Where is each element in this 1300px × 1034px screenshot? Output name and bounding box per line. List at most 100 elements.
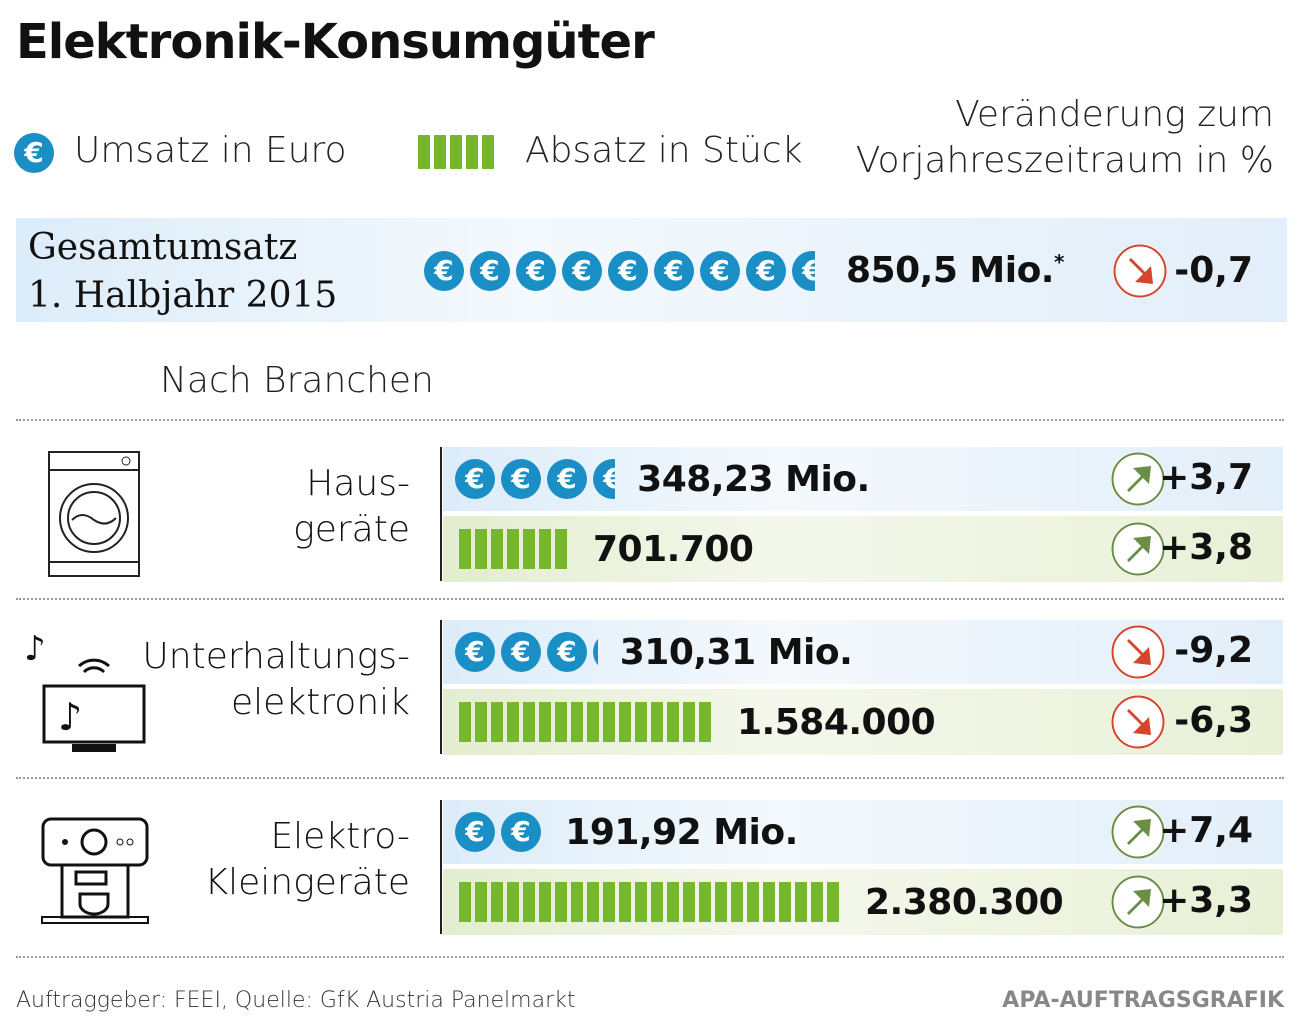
- euro-coin: €: [700, 251, 740, 291]
- unit-bar: [667, 882, 679, 922]
- unit-bar: [555, 882, 567, 922]
- unit-bar: [539, 529, 551, 569]
- divider: [16, 777, 1284, 779]
- unit-bar: [507, 529, 519, 569]
- umsatz-value: 348,23 Mio.: [637, 458, 870, 500]
- arrow-down-icon: [1111, 625, 1165, 679]
- arrow-up-icon: [1111, 522, 1165, 576]
- absatz-value: 701.700: [593, 528, 754, 570]
- unit-bar: [763, 882, 775, 922]
- euro-coin: €: [792, 251, 816, 291]
- euro-coin: €: [455, 632, 495, 672]
- umsatz-change: +3,7: [1159, 457, 1253, 498]
- umsatz-coins: €€€€: [455, 632, 598, 672]
- row-axis-line: [440, 620, 442, 754]
- unit-bar: [587, 882, 599, 922]
- absatz-row: 1.584.000 -6,3: [443, 689, 1283, 755]
- unit-bar: [491, 529, 503, 569]
- unit-bar: [539, 882, 551, 922]
- unit-bar: [475, 702, 487, 742]
- umsatz-row: € € € € 348,23 Mio. +3,7: [443, 447, 1283, 511]
- euro-coin: €: [608, 251, 648, 291]
- umsatz-change: -9,2: [1174, 630, 1253, 671]
- unit-bar: [571, 702, 583, 742]
- euro-coin: €: [501, 632, 541, 672]
- total-row: Gesamtumsatz 1. Halbjahr 2015 € € € € € € € € € …: [16, 218, 1287, 322]
- unit-bar: [811, 882, 823, 922]
- unit-bar: [603, 882, 615, 922]
- total-change: -0,7: [1174, 250, 1253, 291]
- tv-music-icon: ♪ ♪: [24, 629, 146, 752]
- unit-bar: [555, 702, 567, 742]
- unit-bar: [651, 702, 663, 742]
- euro-coin: €: [593, 632, 598, 672]
- unit-bar: [459, 702, 471, 742]
- unit-bar: [603, 702, 615, 742]
- euro-coin: €: [516, 251, 556, 291]
- euro-coin: €: [455, 459, 495, 499]
- svg-text:♪: ♪: [58, 695, 82, 739]
- unit-bar: [523, 529, 535, 569]
- absatz-bars: [459, 529, 571, 569]
- umsatz-row: €€€€310,31 Mio.-9,2: [443, 620, 1283, 684]
- unit-bar: [651, 882, 663, 922]
- absatz-value: 1.584.000: [737, 701, 936, 743]
- unit-bar: [619, 882, 631, 922]
- unit-bar: [683, 702, 695, 742]
- unit-bar: [827, 882, 839, 922]
- unit-bar: [555, 529, 567, 569]
- unit-bar: [587, 702, 599, 742]
- divider: [16, 956, 1284, 958]
- euro-coin: €: [562, 251, 602, 291]
- unit-bar: [635, 702, 647, 742]
- unit-bar: [715, 882, 727, 922]
- row-axis-line: [440, 800, 442, 934]
- unit-bar: [667, 702, 679, 742]
- unit-bar: [779, 882, 791, 922]
- section-label: Nach Branchen: [160, 360, 434, 401]
- euro-coin: €: [547, 459, 587, 499]
- euro-coin: €: [654, 251, 694, 291]
- unit-bar: [475, 529, 487, 569]
- unit-bar: [491, 882, 503, 922]
- washing-machine-icon: [48, 451, 140, 577]
- euro-coin: €: [746, 251, 786, 291]
- umsatz-row: € €191,92 Mio. +7,4: [443, 800, 1283, 864]
- arrow-down-icon: [1111, 695, 1165, 749]
- euro-coin: €: [501, 812, 541, 852]
- euro-coin: €: [501, 459, 541, 499]
- unit-bar: [507, 882, 519, 922]
- branch-label: Haus-geräte: [293, 463, 410, 550]
- euro-coin: €: [547, 632, 587, 672]
- unit-bar: [731, 882, 743, 922]
- divider: [16, 598, 1284, 600]
- branch-label: Elektro- Kleingeräte: [204, 816, 410, 903]
- legend-change-line2: Vorjahreszeitraum in %: [855, 140, 1274, 181]
- absatz-row: 701.700 +3,8: [443, 516, 1283, 582]
- total-value: 850,5 Mio.: [846, 250, 1054, 291]
- total-coins: € € € € € € € € €: [424, 251, 816, 291]
- absatz-bars: [459, 702, 715, 742]
- legend-absatz: Absatz in Stück: [525, 130, 803, 171]
- umsatz-coins: €€€€: [455, 459, 616, 499]
- arrow-up-icon: [1111, 875, 1165, 929]
- absatz-change: +3,3: [1159, 880, 1253, 921]
- absatz-change: +3,8: [1159, 527, 1253, 568]
- umsatz-change: +7,4: [1159, 810, 1253, 851]
- umsatz-value: 310,31 Mio.: [619, 631, 853, 673]
- arrow-up-icon: [1111, 452, 1165, 506]
- legend-umsatz: Umsatz in Euro: [74, 130, 347, 171]
- total-footnote: *: [1053, 250, 1064, 274]
- unit-bar: [459, 529, 471, 569]
- absatz-change: -6,3: [1174, 700, 1253, 741]
- unit-bar: [699, 882, 711, 922]
- euro-coin-icon: €: [14, 133, 54, 173]
- absatz-bars: [459, 882, 843, 922]
- absatz-row: 2.380.300 +3,3: [443, 869, 1283, 935]
- chart-title: Elektronik-Konsumgüter: [16, 14, 655, 70]
- arrow-down-icon: [1113, 244, 1167, 298]
- umsatz-coins: € €: [455, 812, 543, 852]
- unit-bar: [459, 882, 471, 922]
- absatz-value: 2.380.300: [865, 881, 1064, 923]
- unit-bar: [523, 702, 535, 742]
